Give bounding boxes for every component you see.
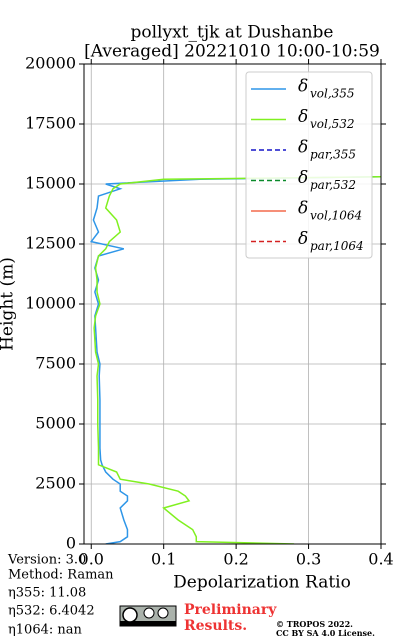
y-axis-label: Height (m) — [0, 257, 18, 351]
legend-label: δ — [298, 138, 308, 158]
copyright: CC BY SA 4.0 License. — [276, 628, 375, 638]
legend-label: δ — [298, 199, 308, 219]
info: Version: 3.0 — [7, 553, 86, 568]
notice: Results. — [184, 618, 247, 634]
x-axis-label: Depolarization Ratio — [173, 573, 351, 593]
y-tick-label: 10000 — [25, 294, 76, 313]
y-tick-label: 12500 — [25, 234, 76, 253]
legend-label: par,1064 — [310, 239, 364, 253]
x-tick-label: 0.3 — [296, 550, 321, 569]
legend-label: par,355 — [310, 148, 356, 162]
legend-label: vol,532 — [310, 117, 355, 131]
legend-label: δ — [298, 107, 308, 127]
info: η1064: nan — [8, 623, 83, 638]
x-tick-label: 0.2 — [223, 550, 248, 569]
legend-label: par,532 — [310, 178, 356, 192]
y-tick-label: 17500 — [25, 114, 76, 133]
legend-label: vol,1064 — [310, 209, 362, 223]
legend-label: δ — [298, 77, 308, 97]
y-tick-label: 15000 — [25, 174, 76, 193]
chart-title: [Averaged] 20221010 10:00-10:59 — [84, 42, 380, 62]
info: η532: 6.4042 — [8, 604, 95, 619]
x-tick-label: 0.0 — [79, 550, 104, 569]
info: Method: Raman — [8, 568, 114, 583]
x-tick-label: 0.1 — [151, 550, 176, 569]
info: η355: 11.08 — [8, 586, 86, 601]
notice: Preliminary — [184, 602, 277, 618]
profile-line — [93, 176, 381, 544]
y-tick-label: 20000 — [25, 54, 76, 73]
copyright: © TROPOS 2022. — [276, 619, 353, 629]
x-tick-label: 0.4 — [368, 550, 393, 569]
y-tick-label: 5000 — [35, 414, 76, 433]
legend-label: δ — [298, 168, 308, 188]
y-tick-label: 0 — [66, 534, 76, 553]
y-tick-label: 2500 — [35, 474, 76, 493]
chart-title: pollyxt_tjk at Dushanbe — [131, 23, 334, 43]
cc-logo — [119, 605, 177, 627]
legend-label: vol,355 — [310, 87, 355, 101]
y-tick-label: 7500 — [35, 354, 76, 373]
legend-label: δ — [298, 229, 308, 249]
profile-line — [89, 176, 381, 544]
